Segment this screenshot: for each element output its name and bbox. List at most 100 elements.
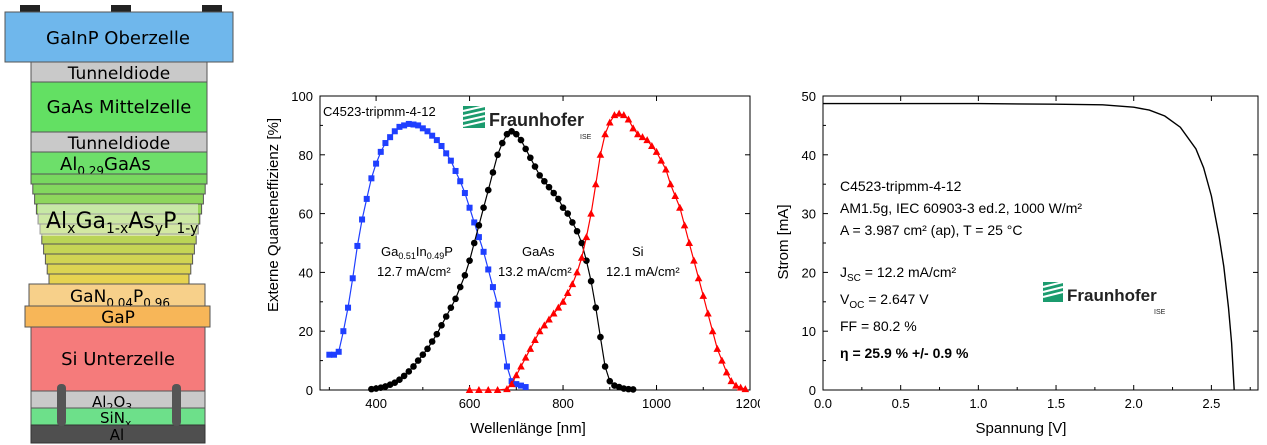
data-point-square [438, 142, 445, 149]
layer-stack-diagram: GaInP Oberzelle Tunneldiode GaAs Mittelz… [4, 5, 234, 444]
layer-si-label: Si Unterzelle [61, 349, 175, 370]
data-point-square [410, 121, 417, 128]
data-point-circle [578, 239, 586, 247]
data-point-circle [550, 189, 557, 197]
data-point-circle [438, 322, 445, 329]
iv-info-line: C4523-tripmm-4-12 [840, 178, 962, 194]
data-point-triangle [540, 321, 549, 329]
data-point-square [354, 242, 361, 249]
y-tick-label: 50 [802, 89, 816, 104]
x-tick-label: 0.5 [892, 396, 910, 411]
iv-info-line: AM1.5g, IEC 60903-3 ed.2, 1000 W/m² [840, 200, 1082, 216]
data-point-circle [592, 304, 600, 311]
data-point-triangle [512, 371, 521, 379]
data-point-circle [452, 295, 459, 303]
data-point-square [326, 351, 333, 358]
layer-tunnel-label-1: Tunneldiode [67, 64, 170, 84]
layer-gainp-label: GaInP Oberzelle [46, 28, 190, 49]
data-point-square [368, 175, 375, 182]
data-point-triangle [704, 309, 712, 317]
data-point-triangle [732, 381, 740, 389]
data-point-square [461, 190, 468, 197]
data-point-square [391, 128, 398, 135]
data-point-square [424, 128, 431, 135]
data-point-triangle [662, 165, 670, 173]
data-point-triangle [591, 180, 600, 188]
data-point-triangle [545, 315, 553, 323]
data-point-triangle [503, 385, 511, 393]
data-point-square [373, 160, 380, 167]
layer-gaas-label: GaAs Mittelzelle [47, 97, 192, 118]
data-point-square [340, 328, 347, 335]
data-point-square [331, 351, 338, 358]
data-point-square [494, 301, 501, 308]
data-point-circle [629, 386, 637, 393]
data-point-triangle [736, 383, 745, 391]
eqe-annotation-si: Si [632, 244, 644, 259]
data-point-triangle [596, 150, 605, 158]
data-point-circle [461, 272, 469, 279]
x-tick-label: 600 [459, 396, 481, 411]
data-point-triangle [629, 124, 637, 132]
data-point-circle [475, 222, 483, 229]
data-point-circle [419, 351, 427, 359]
y-tick-label: 20 [299, 324, 313, 339]
data-point-square [447, 157, 454, 164]
data-point-triangle [718, 356, 726, 364]
data-point-triangle [694, 274, 703, 282]
fraunhofer-logo-icon [1042, 281, 1064, 302]
data-point-triangle [722, 368, 731, 376]
eqe-annotation-gaas: GaAs [522, 244, 555, 259]
data-point-circle [480, 204, 487, 212]
layer-al-rear [30, 424, 206, 444]
x-tick-label: 1.5 [1047, 396, 1065, 411]
data-point-triangle [671, 191, 680, 199]
data-point-circle [541, 177, 548, 185]
iv-series [823, 102, 1235, 391]
data-point-triangle [648, 141, 656, 149]
fraunhofer-logo-name: Fraunhofer [489, 110, 584, 130]
data-point-triangle [559, 297, 567, 305]
data-point-square [335, 348, 342, 355]
data-point-triangle [638, 133, 647, 141]
x-tick-label: 1000 [642, 396, 671, 411]
top-contact [202, 5, 222, 13]
data-point-triangle [549, 309, 558, 317]
series-line [823, 102, 1235, 391]
data-point-square [475, 234, 482, 241]
x-tick-label: 400 [365, 396, 387, 411]
data-point-square [489, 284, 496, 291]
data-point-circle [484, 186, 492, 194]
data-point-square [363, 195, 370, 202]
data-point-square [503, 363, 510, 370]
data-point-circle [405, 368, 413, 375]
x-tick-label: 0.0 [814, 396, 832, 411]
data-point-circle [536, 172, 543, 179]
data-point-circle [573, 227, 581, 235]
data-point-square [457, 178, 464, 185]
data-point-circle [442, 313, 450, 320]
data-point-triangle [666, 180, 675, 188]
data-point-triangle [507, 380, 516, 388]
data-point-square [433, 137, 440, 144]
data-point-circle [564, 210, 572, 217]
y-tick-label: 40 [299, 265, 313, 280]
graded-buffer-layers [30, 173, 208, 285]
x-tick-label: 2.0 [1125, 396, 1143, 411]
graded-label-highlight [38, 204, 198, 236]
graded-layer [34, 193, 204, 205]
data-point-square [396, 123, 403, 130]
data-point-triangle [568, 280, 577, 288]
x-tick-label: 800 [552, 396, 574, 411]
y-tick-label: 0 [306, 383, 313, 398]
x-tick-label: 1.0 [969, 396, 987, 411]
data-point-circle [494, 151, 501, 159]
data-point-square [405, 120, 412, 127]
y-tick-label: 0 [809, 383, 816, 398]
iv-xlabel: Spannung [V] [976, 420, 1067, 437]
data-point-square [452, 167, 459, 174]
data-point-circle [625, 385, 632, 393]
